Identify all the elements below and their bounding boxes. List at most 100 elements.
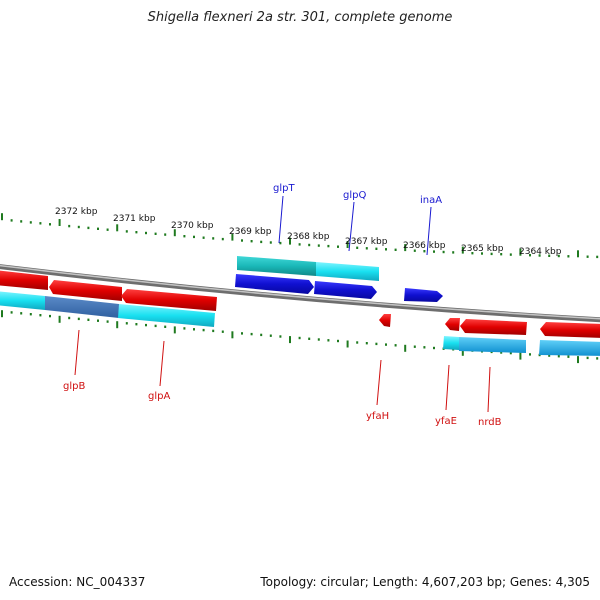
gene-label[interactable]: glpT xyxy=(273,183,295,194)
minor-tick xyxy=(529,353,531,356)
major-tick xyxy=(519,352,522,360)
map-title: Shigella flexneri 2a str. 301, complete … xyxy=(147,10,453,25)
gene-label[interactable]: glpA xyxy=(148,391,170,402)
minor-tick xyxy=(298,336,301,340)
minor-tick xyxy=(29,313,32,316)
minor-tick xyxy=(433,346,435,350)
minor-tick xyxy=(154,232,157,235)
gene-arrow[interactable] xyxy=(235,274,314,294)
major-tick xyxy=(461,348,464,356)
leader-line xyxy=(376,359,382,406)
gene-feature[interactable] xyxy=(118,304,215,327)
gene-label[interactable]: glpQ xyxy=(343,190,366,201)
minor-tick xyxy=(279,241,282,245)
genome-backbone xyxy=(0,264,600,323)
major-tick xyxy=(289,336,291,344)
minor-tick xyxy=(557,355,560,358)
minor-tick xyxy=(442,250,445,254)
gene-arrow[interactable] xyxy=(0,270,48,290)
major-tick xyxy=(173,229,176,237)
minor-tick xyxy=(10,311,13,314)
gene-feature[interactable] xyxy=(237,256,316,276)
minor-tick xyxy=(97,227,99,230)
scale-labels: 2372 kbp 2371 kbp 2370 kbp 2369 kbp 2368… xyxy=(55,207,562,257)
minor-tick xyxy=(500,351,503,354)
gene-arrow[interactable] xyxy=(314,281,377,299)
tick-row-upper xyxy=(1,213,599,259)
minor-tick xyxy=(97,319,99,322)
gene-arrow[interactable] xyxy=(49,280,122,301)
minor-tick xyxy=(423,346,426,349)
minor-tick xyxy=(327,244,330,248)
minor-tick xyxy=(39,222,42,225)
minor-tick xyxy=(317,244,320,247)
minor-tick xyxy=(39,314,42,317)
minor-tick xyxy=(193,328,195,331)
minor-tick xyxy=(125,230,128,233)
minor-tick xyxy=(365,247,368,250)
gene-arrow[interactable] xyxy=(540,322,600,338)
forward-gene-labels: glpT glpQ inaA xyxy=(273,183,442,256)
minor-tick xyxy=(135,231,138,234)
minor-tick xyxy=(212,329,215,333)
leader-line xyxy=(278,195,284,244)
minor-tick xyxy=(548,254,551,257)
gene-arrow[interactable] xyxy=(379,314,391,327)
gene-feature[interactable] xyxy=(459,337,526,353)
minor-tick xyxy=(385,343,387,346)
gene-label[interactable]: yfaE xyxy=(435,416,457,427)
major-tick xyxy=(116,224,119,232)
minor-tick xyxy=(241,332,243,335)
major-tick xyxy=(1,213,3,221)
reverse-strand-pale-band xyxy=(0,291,600,356)
minor-tick xyxy=(567,355,570,358)
minor-tick xyxy=(586,255,589,258)
scale-label: 2369 kbp xyxy=(229,227,272,237)
minor-tick xyxy=(77,317,80,321)
major-tick xyxy=(1,310,3,318)
gene-feature[interactable] xyxy=(539,340,600,356)
minor-tick xyxy=(145,323,147,327)
leader-line xyxy=(74,329,80,376)
minor-tick xyxy=(221,330,224,333)
gene-arrow[interactable] xyxy=(445,318,460,331)
minor-tick xyxy=(509,351,512,355)
gene-label[interactable]: yfaH xyxy=(366,411,389,422)
gene-arrow[interactable] xyxy=(404,288,443,302)
genome-backbone-highlight xyxy=(0,264,600,320)
gene-feature[interactable] xyxy=(316,262,379,281)
minor-tick xyxy=(250,332,253,336)
minor-tick xyxy=(385,248,387,251)
minor-tick xyxy=(87,318,90,321)
minor-tick xyxy=(481,252,483,255)
gene-feature[interactable] xyxy=(0,291,45,310)
gene-label[interactable]: glpB xyxy=(63,381,85,392)
minor-tick xyxy=(279,335,282,338)
minor-tick xyxy=(68,224,71,228)
scale-label: 2367 kbp xyxy=(345,237,388,247)
major-tick xyxy=(577,250,579,258)
minor-tick xyxy=(557,254,560,258)
minor-tick xyxy=(125,322,128,325)
minor-tick xyxy=(337,339,339,343)
minor-tick xyxy=(29,221,32,224)
gene-label[interactable]: inaA xyxy=(420,195,442,206)
minor-tick xyxy=(135,323,138,326)
gene-arrow[interactable] xyxy=(121,289,217,311)
minor-tick xyxy=(298,243,301,246)
minor-tick xyxy=(394,344,397,347)
minor-tick xyxy=(164,325,167,328)
minor-tick xyxy=(183,327,186,330)
gene-label[interactable]: nrdB xyxy=(478,417,502,428)
minor-tick xyxy=(183,235,186,238)
minor-tick xyxy=(567,255,570,258)
minor-tick xyxy=(202,328,205,332)
gene-arrow[interactable] xyxy=(460,319,527,335)
gene-feature[interactable] xyxy=(443,336,459,350)
minor-tick xyxy=(241,239,243,242)
minor-tick xyxy=(413,249,416,252)
minor-tick xyxy=(308,243,311,247)
minor-tick xyxy=(490,252,493,256)
gene-feature[interactable] xyxy=(45,296,119,318)
minor-tick xyxy=(87,226,90,230)
